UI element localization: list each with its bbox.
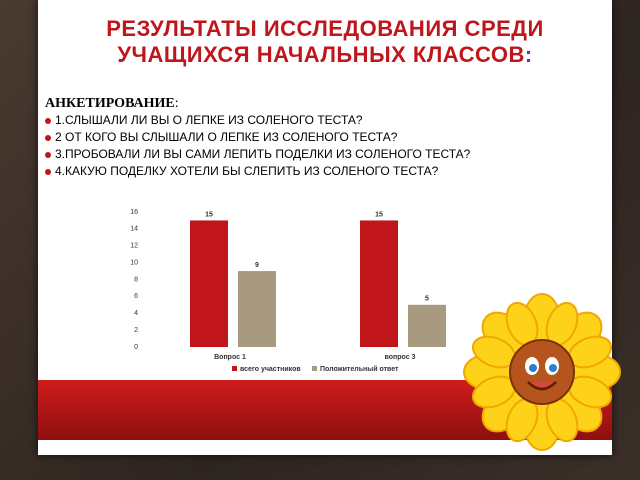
legend-label: Положительный ответ [320, 365, 399, 373]
question: 1.СЛЫШАЛИ ЛИ ВЫ О ЛЕПКЕ ИЗ СОЛЕНОГО ТЕСТ… [45, 112, 470, 129]
y-tick-label: 12 [130, 243, 138, 250]
data-label: 15 [375, 211, 383, 218]
heading-text: АНКЕТИРОВАНИЕ [45, 96, 175, 111]
bar [408, 304, 446, 347]
y-tick-label: 4 [134, 310, 138, 317]
title-text: РЕЗУЛЬТАТЫ ИССЛЕДОВАНИЯ СРЕДИ УЧАЩИХСЯ Н… [106, 16, 544, 67]
data-label: 15 [205, 211, 213, 218]
bar [190, 220, 228, 347]
y-tick-label: 14 [130, 226, 138, 233]
slide-title: РЕЗУЛЬТАТЫ ИССЛЕДОВАНИЯ СРЕДИ УЧАЩИХСЯ Н… [60, 16, 590, 68]
y-tick-label: 8 [134, 276, 138, 283]
heading: АНКЕТИРОВАНИЕ: [45, 96, 179, 112]
legend-swatch [232, 366, 237, 371]
legend-swatch [312, 366, 317, 371]
bar [238, 271, 276, 347]
y-tick-label: 6 [134, 293, 138, 300]
title-mark: : [524, 42, 533, 67]
legend-label: всего участников [240, 366, 301, 373]
data-label: 5 [425, 296, 429, 303]
y-tick-label: 16 [130, 209, 138, 216]
x-tick-label: Вопрос 1 [214, 354, 246, 361]
question: 3.ПРОБОВАЛИ ЛИ ВЫ САМИ ЛЕПИТЬ ПОДЕЛКИ ИЗ… [45, 146, 470, 163]
bar [360, 220, 398, 347]
heading-mark: : [174, 96, 179, 111]
y-tick-label: 0 [134, 344, 138, 351]
question-list: 1.СЛЫШАЛИ ЛИ ВЫ О ЛЕПКЕ ИЗ СОЛЕНОГО ТЕСТ… [45, 112, 470, 180]
question: 4.КАКУЮ ПОДЕЛКУ ХОТЕЛИ БЫ СЛЕПИТЬ ИЗ СОЛ… [45, 163, 470, 180]
data-label: 9 [255, 262, 259, 269]
question: 2 ОТ КОГО ВЫ СЛЫШАЛИ О ЛЕПКЕ ИЗ СОЛЕНОГО… [45, 129, 470, 146]
x-tick-label: вопрос 3 [385, 354, 416, 361]
y-tick-label: 2 [134, 327, 138, 334]
y-tick-label: 10 [130, 259, 138, 266]
